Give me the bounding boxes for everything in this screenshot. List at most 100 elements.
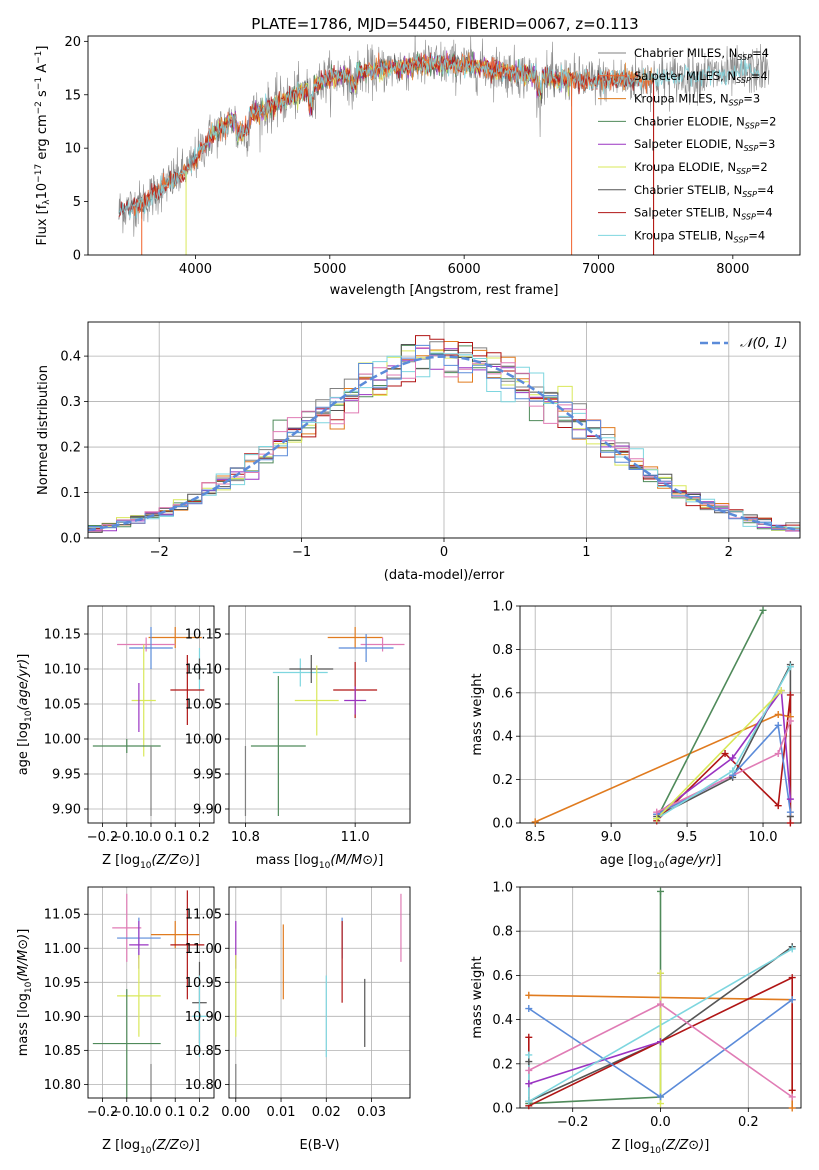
y-axis-label: age [log10(age/yr)]	[16, 654, 34, 776]
weight-marker	[774, 750, 782, 758]
y-axis-label: Normed distribution	[36, 365, 51, 495]
y-axis-label: Flux [fλ10−17 erg cm−2 s−1 A−1]	[34, 46, 52, 246]
plot-area	[88, 887, 214, 1098]
y-axis-label: mass weight	[470, 673, 485, 755]
data-point	[112, 893, 142, 962]
legend-label: Kroupa STELIB, NSSP=4	[634, 228, 765, 244]
chart-weight_vs_Z: −0.2 0.0 0.2 0.0 0.2 0.4 0.6 0.8 1.0 mass weight Z…	[470, 881, 802, 1156]
histogram-series	[88, 352, 800, 535]
x-tick-label: 0.2	[189, 830, 210, 845]
label-part: (age/yr)	[16, 659, 31, 711]
plot-area	[229, 887, 410, 1098]
label-part: age [log	[16, 722, 31, 775]
x-tick-label: −2	[150, 545, 169, 560]
x-tick-label: 11.0	[341, 830, 370, 845]
label-part: (M/M⊙)	[330, 853, 378, 868]
y-tick-label: 0	[73, 249, 81, 264]
data-point	[344, 686, 367, 715]
y-tick-label: 5	[73, 195, 81, 210]
x-axis-label: mass [log10(M/M⊙)]	[256, 853, 384, 871]
data-point	[117, 955, 161, 1037]
legend-label: Kroupa ELODIE, NSSP=2	[634, 160, 768, 176]
y-tick-label: 0.0	[492, 817, 513, 832]
x-axis-label: age [log10(age/yr)]	[600, 853, 722, 871]
data-point	[289, 655, 334, 683]
x-tick-label: −0.2	[87, 830, 119, 845]
y-tick-label: 10.85	[185, 1044, 222, 1059]
y-tick-label: 9.90	[193, 803, 222, 818]
y-tick-label: 10.05	[185, 698, 222, 713]
x-tick-label: 0.03	[357, 1105, 386, 1120]
chart-age_vs_mass: 10.8 11.0 9.90 9.95 10.00 10.05 10.10 10.15 mass…	[185, 605, 411, 871]
label-part: (age/yr)	[664, 853, 716, 868]
weight-series	[656, 666, 792, 820]
label-part: age [log	[600, 853, 653, 868]
series-kroupa-stelib	[118, 53, 761, 219]
weight-marker	[788, 996, 796, 1004]
legend-text: Kroupa MILES, N	[634, 92, 729, 106]
y-tick-label: 9.95	[193, 768, 222, 783]
x-axis-label: Z [log10(Z/Z⊙)]	[612, 1138, 710, 1156]
y-tick-label: 11.00	[44, 942, 81, 957]
data-point	[250, 676, 306, 816]
x-tick-label: 0.2	[738, 1115, 759, 1130]
weight-marker	[525, 1097, 533, 1105]
label-part: (Z/Z⊙)	[661, 1138, 704, 1153]
chart-spectrum: 4000 5000 6000 7000 8000 0 5 10 15 20 wavelength […	[34, 35, 801, 298]
legend-text: Salpeter STELIB, N	[634, 206, 741, 220]
y-tick-label: 0.1	[60, 486, 81, 501]
x-tick-label: 8.5	[525, 830, 546, 845]
label-part: mass [log	[16, 993, 31, 1056]
legend-text: =4	[752, 46, 769, 60]
legend-text: Salpeter MILES, N	[634, 69, 736, 83]
legend-sub: SSP	[745, 121, 760, 130]
weight-marker	[525, 1080, 533, 1088]
weight-marker	[774, 721, 782, 729]
weight-marker	[786, 691, 794, 699]
weight-marker	[788, 1086, 796, 1094]
plot-area	[520, 887, 801, 1108]
label-part: λ	[42, 199, 52, 205]
plot-area	[229, 606, 410, 823]
axes-frame	[228, 886, 411, 1099]
legend-text: Salpeter ELODIE, N	[634, 137, 744, 151]
label-part: (M/M⊙)	[16, 934, 31, 982]
weight-marker	[525, 1051, 533, 1059]
x-tick-label: 0.1	[165, 830, 186, 845]
x-tick-label: 0.0	[650, 1115, 671, 1130]
legend-sub: SSP	[734, 235, 749, 244]
y-tick-label: 0.6	[492, 686, 513, 701]
y-tick-label: 0.0	[492, 1102, 513, 1117]
y-axis-label: mass [log10(M/M⊙)]	[16, 929, 34, 1057]
data-point	[117, 637, 176, 652]
y-tick-label: 10.00	[185, 733, 222, 748]
weight-marker	[759, 606, 767, 614]
y-tick-label: 0.2	[492, 1057, 513, 1072]
legend-sub: SSP	[736, 167, 751, 176]
weight-marker	[657, 887, 664, 895]
legend-sub: SSP	[737, 53, 752, 62]
x-tick-label: 6000	[448, 262, 481, 277]
weight-marker	[657, 1000, 664, 1008]
legend-label: Salpeter STELIB, NSSP=4	[634, 206, 773, 222]
label-part: −2	[34, 101, 44, 114]
x-tick-label: −0.1	[111, 830, 143, 845]
weight-marker	[786, 663, 794, 671]
figure-title: PLATE=1786, MJD=54450, FIBERID=0067, z=0…	[251, 15, 638, 33]
legend-text: Kroupa ELODIE, N	[634, 160, 736, 174]
x-axis-label: Z [log10(Z/Z⊙)]	[102, 853, 200, 871]
normal-curve	[88, 355, 800, 532]
x-tick-label: 0.01	[267, 1105, 296, 1120]
legend-text: =3	[758, 137, 775, 151]
x-tick-label: 1	[582, 545, 590, 560]
label-part: Z [log	[102, 1138, 140, 1153]
y-tick-label: 10.15	[44, 628, 81, 643]
y-tick-label: 11.05	[185, 908, 222, 923]
y-tick-label: 10.85	[44, 1044, 81, 1059]
legend-label: Chabrier STELIB, NSSP=4	[634, 183, 774, 199]
y-tick-label: 10.80	[185, 1078, 222, 1093]
legend-label: 𝒩(0, 1)	[740, 336, 787, 351]
chart-residuals: −2 −1 0 1 2 0.0 0.1 0.2 0.3 0.4 (data-model)/error…	[36, 321, 801, 583]
y-tick-label: 11.05	[44, 908, 81, 923]
label-sub: 10	[140, 1146, 152, 1156]
